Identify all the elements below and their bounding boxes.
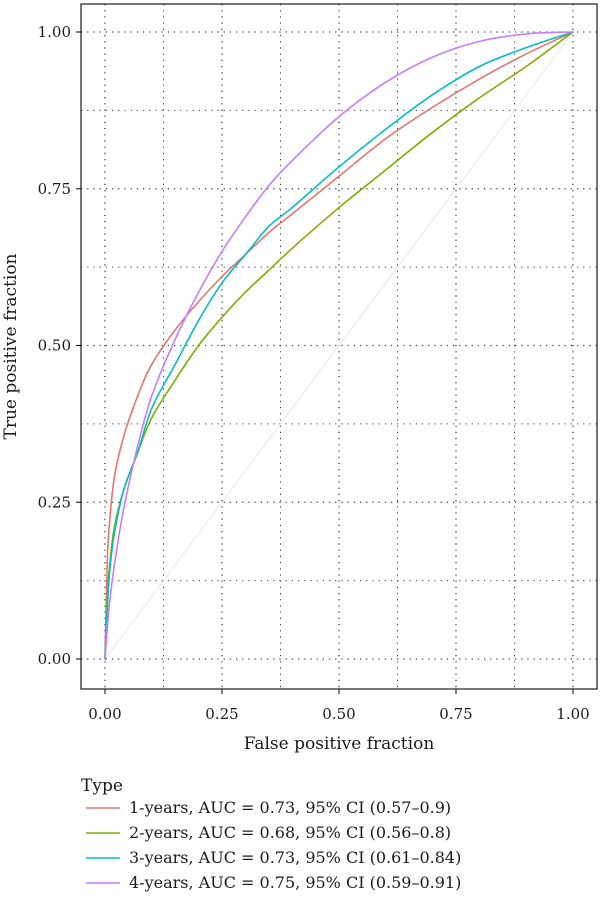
x-tick-label: 1.00 bbox=[556, 705, 589, 723]
diagonal-reference-line bbox=[104, 31, 574, 660]
roc-curve-3 bbox=[104, 31, 574, 660]
roc-curve-1 bbox=[104, 31, 574, 660]
grid-layer bbox=[81, 4, 597, 689]
x-tick-label: 0.25 bbox=[205, 705, 238, 723]
y-tick-label: 1.00 bbox=[38, 23, 71, 41]
y-tick-label: 0.25 bbox=[38, 493, 71, 511]
x-tick-label: 0.50 bbox=[322, 705, 355, 723]
legend-label-1: 1-years, AUC = 0.73, 95% CI (0.57–0.9) bbox=[129, 798, 451, 817]
axes-layer: 0.00 0.25 0.50 0.75 1.00 0.00 0.25 0.50 0.75 1.00… bbox=[1, 3, 598, 754]
x-axis-title: False positive fraction bbox=[244, 734, 435, 754]
legend-label-3: 3-years, AUC = 0.73, 95% CI (0.61–0.84) bbox=[129, 848, 461, 867]
y-tick-label: 0.00 bbox=[38, 650, 71, 668]
y-tick-label: 0.75 bbox=[38, 180, 71, 198]
series-layer bbox=[104, 31, 574, 660]
x-tick-label: 0.00 bbox=[88, 705, 121, 723]
plot-panel bbox=[81, 4, 597, 689]
legend-title: Type bbox=[81, 776, 123, 796]
roc-curve-4 bbox=[104, 31, 574, 660]
y-axis-title: True positive fraction bbox=[1, 253, 21, 439]
legend-label-2: 2-years, AUC = 0.68, 95% CI (0.56–0.8) bbox=[129, 823, 451, 842]
x-tick-label: 0.75 bbox=[439, 705, 472, 723]
roc-curve-2 bbox=[104, 31, 574, 660]
legend-label-4: 4-years, AUC = 0.75, 95% CI (0.59–0.91) bbox=[129, 873, 461, 892]
y-tick-label: 0.50 bbox=[38, 337, 71, 355]
legend-layer: Type 1-years, AUC = 0.73, 95% CI (0.57–0.… bbox=[81, 776, 461, 892]
